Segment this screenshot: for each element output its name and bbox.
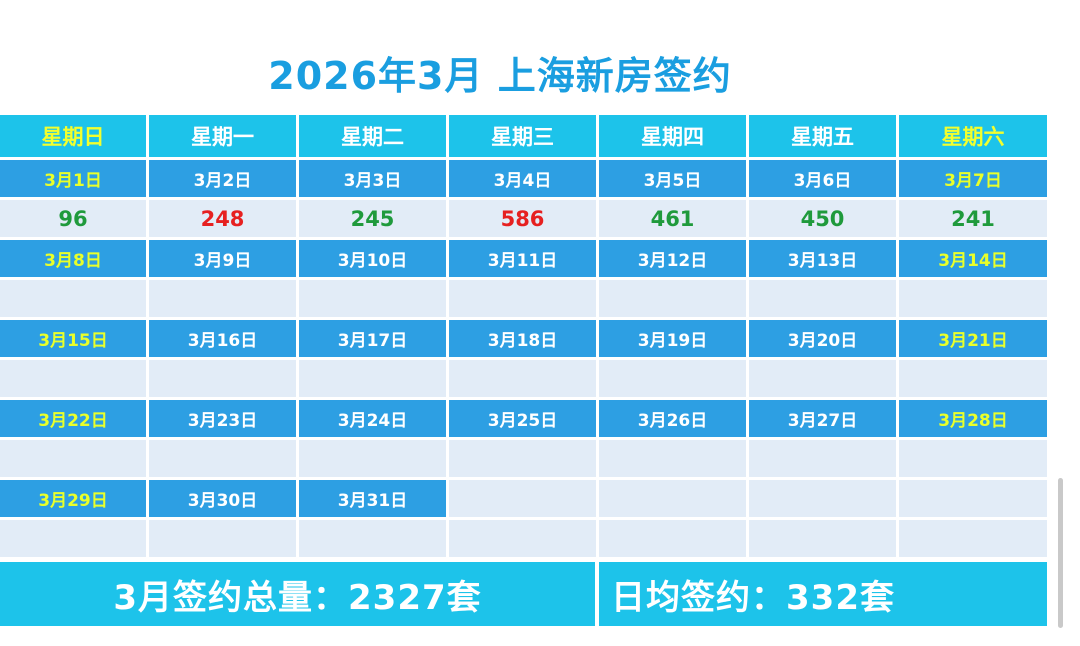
date-cell: 3月3日: [299, 160, 446, 197]
empty-cell: [149, 280, 296, 317]
signing-count-cell: 450: [749, 200, 896, 237]
date-cell: 3月29日: [0, 480, 146, 517]
empty-cell: [599, 280, 746, 317]
scrollbar[interactable]: [1058, 478, 1063, 628]
date-cell: 3月7日: [899, 160, 1047, 197]
signing-count-cell: 461: [599, 200, 746, 237]
empty-cell: [599, 520, 746, 557]
empty-cell: [149, 440, 296, 477]
empty-cell: [749, 520, 896, 557]
weekday-header: 星期六: [899, 115, 1047, 157]
signing-count-cell: 248: [149, 200, 296, 237]
page-title: 2026年3月 上海新房签约: [268, 54, 732, 98]
empty-cell: [149, 360, 296, 397]
date-cell: 3月16日: [149, 320, 296, 357]
daily-average: 日均签约：332套: [599, 562, 1047, 626]
date-cell: 3月24日: [299, 400, 446, 437]
date-cell: 3月12日: [599, 240, 746, 277]
signing-count-cell: 245: [299, 200, 446, 237]
empty-cell: [749, 360, 896, 397]
empty-cell: [899, 360, 1047, 397]
date-cell: 3月10日: [299, 240, 446, 277]
empty-cell: [749, 280, 896, 317]
empty-cell: [0, 360, 146, 397]
weekday-header: 星期三: [449, 115, 596, 157]
empty-cell: [899, 480, 1047, 517]
signing-count-cell: 586: [449, 200, 596, 237]
date-cell: 3月11日: [449, 240, 596, 277]
date-cell: 3月25日: [449, 400, 596, 437]
empty-cell: [0, 440, 146, 477]
empty-cell: [899, 280, 1047, 317]
empty-cell: [749, 440, 896, 477]
date-cell: 3月5日: [599, 160, 746, 197]
date-cell: 3月13日: [749, 240, 896, 277]
date-cell: 3月19日: [599, 320, 746, 357]
date-cell: 3月20日: [749, 320, 896, 357]
signing-count-cell: 241: [899, 200, 1047, 237]
date-cell: 3月28日: [899, 400, 1047, 437]
date-cell: 3月27日: [749, 400, 896, 437]
date-cell: 3月15日: [0, 320, 146, 357]
empty-cell: [149, 520, 296, 557]
empty-cell: [299, 520, 446, 557]
date-cell: 3月26日: [599, 400, 746, 437]
calendar-grid: 星期日 星期一 星期二 星期三 星期四 星期五 星期六 3月1日 3月2日 3月3日 3月4日 3月5…: [0, 115, 1047, 561]
weekday-header: 星期四: [599, 115, 746, 157]
empty-cell: [449, 360, 596, 397]
empty-cell: [899, 440, 1047, 477]
date-cell: 3月4日: [449, 160, 596, 197]
empty-cell: [449, 480, 596, 517]
empty-cell: [0, 280, 146, 317]
empty-cell: [599, 480, 746, 517]
weekday-header: 星期二: [299, 115, 446, 157]
empty-cell: [449, 520, 596, 557]
date-cell: 3月17日: [299, 320, 446, 357]
signing-count-cell: 96: [0, 200, 146, 237]
date-cell: 3月18日: [449, 320, 596, 357]
date-cell: 3月2日: [149, 160, 296, 197]
empty-cell: [449, 440, 596, 477]
empty-cell: [449, 280, 596, 317]
empty-cell: [749, 480, 896, 517]
date-cell: 3月21日: [899, 320, 1047, 357]
date-cell: 3月14日: [899, 240, 1047, 277]
date-cell: 3月30日: [149, 480, 296, 517]
date-cell: 3月1日: [0, 160, 146, 197]
weekday-header: 星期一: [149, 115, 296, 157]
date-cell: 3月6日: [749, 160, 896, 197]
empty-cell: [299, 280, 446, 317]
date-cell: 3月9日: [149, 240, 296, 277]
empty-cell: [0, 520, 146, 557]
date-cell: 3月22日: [0, 400, 146, 437]
weekday-header: 星期五: [749, 115, 896, 157]
empty-cell: [299, 360, 446, 397]
weekday-header: 星期日: [0, 115, 146, 157]
empty-cell: [599, 360, 746, 397]
empty-cell: [899, 520, 1047, 557]
empty-cell: [299, 440, 446, 477]
date-cell: 3月23日: [149, 400, 296, 437]
empty-cell: [599, 440, 746, 477]
date-cell: 3月8日: [0, 240, 146, 277]
monthly-total: 3月签约总量：2327套: [0, 562, 595, 626]
date-cell: 3月31日: [299, 480, 446, 517]
